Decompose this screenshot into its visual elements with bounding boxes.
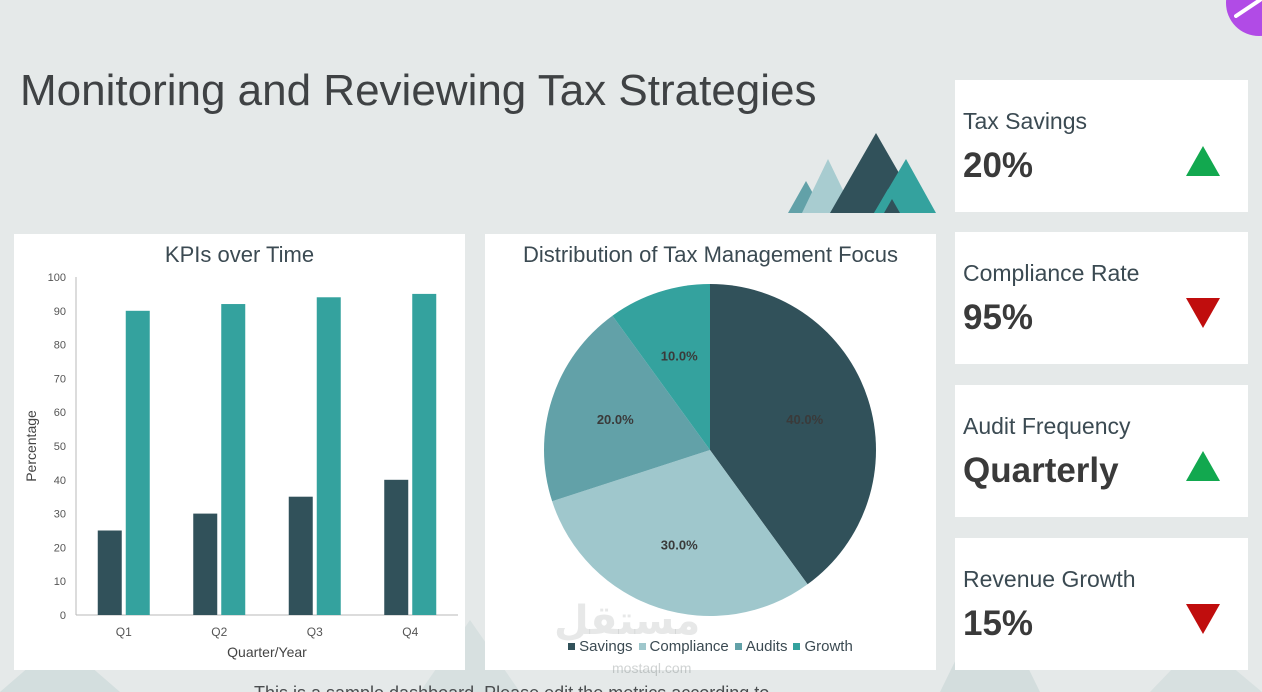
pie-chart: 40.0% 30.0% 20.0% 10.0% [544, 284, 876, 616]
kpi-tile-compliance-rate: Compliance Rate 95% [955, 232, 1248, 364]
kpi-tile-revenue-growth: Revenue Growth 15% [955, 538, 1248, 670]
kpi-tile-value: Quarterly [963, 451, 1119, 490]
pie-data-label: 30.0% [661, 538, 698, 553]
y-tick-label: 30 [54, 509, 66, 521]
bar-Q4-series-2 [412, 293, 437, 615]
x-tick-label: Q4 [402, 625, 418, 639]
pie-data-label: 20.0% [597, 412, 634, 427]
y-tick-label: 80 [54, 340, 66, 352]
pie-slice-compliance [552, 450, 808, 616]
trend-up-icon [1186, 451, 1220, 481]
trend-up-icon [1186, 146, 1220, 176]
pie-chart-card: Distribution of Tax Management Focus 40.… [485, 234, 936, 670]
trend-down-icon [1186, 604, 1220, 634]
bar-Q1-series-2 [125, 310, 150, 615]
legend-item-audits: Audits [734, 638, 788, 655]
footer-text: This is a sample dashboard. Please edit … [254, 683, 769, 692]
x-axis-label: Quarter/Year [227, 644, 307, 660]
kpi-tile-label: Tax Savings [963, 108, 1088, 134]
bar-Q3-series-1 [288, 496, 313, 615]
pie-legend: Savings Compliance Audits Growth [485, 638, 936, 655]
y-tick-label: 10 [54, 576, 66, 588]
y-tick-label: 50 [54, 441, 66, 453]
pie-data-label: 40.0% [786, 412, 823, 427]
bar-Q2-series-2 [221, 304, 246, 615]
kpi-tile-label: Compliance Rate [963, 260, 1140, 286]
kpi-tile-value: 95% [963, 298, 1034, 337]
pie-data-label: 10.0% [661, 348, 698, 363]
x-tick-label: Q2 [211, 625, 227, 639]
kpi-tile-value: 20% [963, 146, 1034, 185]
y-tick-label: 60 [54, 407, 66, 419]
pie-slice-audits [544, 315, 710, 502]
trend-down-icon [1186, 298, 1220, 328]
y-tick-label: 90 [54, 306, 66, 318]
bar-Q3-series-2 [316, 297, 341, 615]
x-tick-label: Q1 [116, 625, 132, 639]
kpi-tile-label: Revenue Growth [963, 566, 1136, 592]
legend-swatch [638, 643, 646, 650]
legend-label: Savings [579, 638, 633, 655]
bar-chart: 0 10 20 30 40 50 60 70 80 90 100 Q1 Q2 Q3 Q4 Quarter/Ye… [23, 272, 458, 660]
corner-badge[interactable] [1226, 0, 1262, 36]
mountain-logo-icon [788, 133, 936, 213]
legend-item-savings: Savings [568, 638, 633, 655]
kpi-tile-audit-frequency: Audit Frequency Quarterly [955, 385, 1248, 517]
legend-label: Growth [804, 638, 853, 655]
pie-slice-growth [612, 284, 710, 450]
legend-item-growth: Growth [793, 638, 853, 655]
bar-Q1-series-1 [97, 530, 122, 615]
x-tick-label: Q3 [307, 625, 323, 639]
y-tick-label: 100 [48, 272, 66, 284]
y-tick-label: 40 [54, 475, 66, 487]
pie-slice-savings [710, 284, 876, 585]
pie-chart-title: Distribution of Tax Management Focus [523, 242, 898, 267]
legend-label: Compliance [649, 638, 729, 655]
watermark-url: mostaql.com [612, 660, 692, 676]
legend-swatch [734, 643, 742, 650]
legend-label: Audits [745, 638, 788, 655]
y-tick-label: 0 [60, 610, 66, 622]
watermark-logo: مستقل [554, 599, 701, 643]
legend-swatch [793, 643, 801, 650]
y-tick-label: 70 [54, 373, 66, 385]
kpi-tile-tax-savings: Tax Savings 20% [955, 80, 1248, 212]
bar-Q4-series-1 [384, 479, 409, 615]
page-title: Monitoring and Reviewing Tax Strategies [20, 66, 817, 115]
kpi-bar-chart-card: KPIs over Time 0 10 20 30 40 50 60 70 80 90 100 Q1 Q… [14, 234, 465, 670]
bar-Q2-series-1 [193, 513, 218, 615]
legend-item-compliance: Compliance [638, 638, 729, 655]
legend-swatch [568, 643, 576, 650]
edit-pencil-icon [1234, 0, 1262, 18]
kpi-tile-value: 15% [963, 604, 1034, 643]
kpi-tile-label: Audit Frequency [963, 413, 1131, 439]
y-axis-label: Percentage [23, 410, 39, 482]
bar-chart-title: KPIs over Time [164, 242, 315, 267]
y-tick-label: 20 [54, 542, 66, 554]
